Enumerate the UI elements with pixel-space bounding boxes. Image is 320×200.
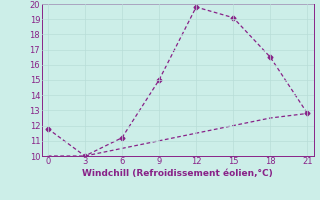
X-axis label: Windchill (Refroidissement éolien,°C): Windchill (Refroidissement éolien,°C) [82,169,273,178]
